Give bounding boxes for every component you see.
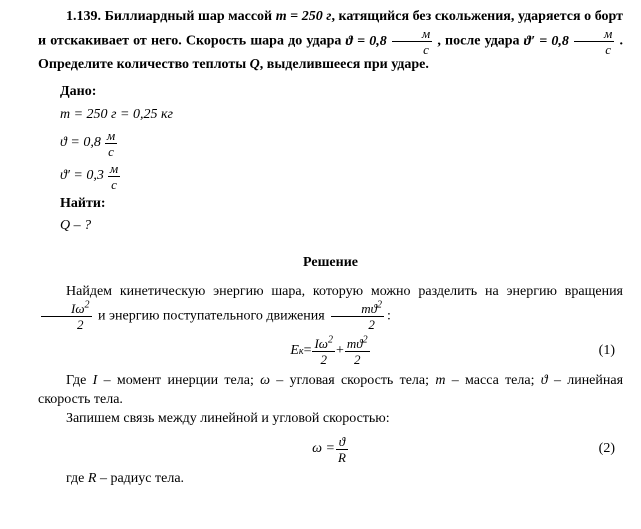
unit-s: с xyxy=(105,144,117,158)
p1-b: и энергию поступательного движения xyxy=(98,309,325,324)
find-heading: Найти: xyxy=(60,195,623,214)
eq1-number: (1) xyxy=(599,342,615,361)
v-after-val: ϑ′ = 0,8 xyxy=(524,34,569,49)
given-v-after: ϑ′ = 0,3 xyxy=(60,167,104,186)
theta-sym: ϑ xyxy=(541,373,548,388)
unit-m: м xyxy=(108,162,120,177)
eq1-term2: mϑ2 2 xyxy=(345,337,370,366)
eq2-num: ϑ xyxy=(336,435,348,450)
given-block: Дано: m = 250 г = 0,25 кг ϑ = 0,8 м с ϑ′… xyxy=(60,83,623,237)
eq1-eq: = xyxy=(304,342,312,361)
given-heading: Дано: xyxy=(60,83,623,102)
eq2-frac: ϑ R xyxy=(336,435,348,464)
equation-2: ω = ϑ R (2) xyxy=(38,435,623,464)
unit-s: с xyxy=(574,42,614,56)
frac-lin-den: 2 xyxy=(331,317,384,331)
find-line: Q – ? xyxy=(60,217,91,236)
eq2-number: (2) xyxy=(599,440,615,459)
p2-b: – момент инерции тела; xyxy=(104,373,254,388)
eq1-t1-den: 2 xyxy=(312,352,335,366)
unit-s: с xyxy=(108,177,120,191)
problem-text-5: , выделившееся при ударе. xyxy=(260,57,429,72)
eq2-den: R xyxy=(336,450,348,464)
unit-frac-4: м с xyxy=(108,162,120,191)
p2-a: Где xyxy=(66,373,86,388)
frac-rot: Iω2 2 xyxy=(41,302,92,331)
eq1-term1: Iω2 2 xyxy=(312,337,335,366)
problem-text-1: Биллиардный шар массой xyxy=(105,9,273,24)
unit-frac-3: м с xyxy=(105,129,117,158)
q-symbol: Q xyxy=(250,57,260,72)
problem-statement: 1.139. Биллиардный шар массой m = 250 г,… xyxy=(38,8,623,75)
omega-sym: ω xyxy=(260,373,270,388)
R-sym: R xyxy=(88,471,97,486)
p2-c: – угловая скорость тела; xyxy=(276,373,429,388)
solution-p3: Запишем связь между линейной и угловой с… xyxy=(38,410,623,429)
frac-rot-den: 2 xyxy=(41,317,92,331)
solution-p4: где R – радиус тела. xyxy=(38,470,623,489)
unit-s: с xyxy=(392,42,432,56)
frac-lin: mϑ2 2 xyxy=(331,302,384,331)
unit-frac-2: м с xyxy=(574,27,614,56)
problem-text-3: , после удара xyxy=(437,34,519,49)
given-mass: m = 250 г = 0,25 кг xyxy=(60,106,173,125)
I-sym: I xyxy=(93,373,98,388)
unit-frac-1: м с xyxy=(392,27,432,56)
eq1-t2-num: mϑ xyxy=(347,336,363,351)
p1-c: : xyxy=(387,309,391,324)
solution-p2: Где I – момент инерции тела; ω – угловая… xyxy=(38,372,623,410)
frac-rot-num: Iω xyxy=(71,301,85,316)
eq1-t2-den: 2 xyxy=(345,352,370,366)
p1-a: Найдем кинетическую энергию шара, котору… xyxy=(66,284,623,299)
given-v-before: ϑ = 0,8 xyxy=(60,134,101,153)
p4-a: где xyxy=(66,471,84,486)
eq1-plus: + xyxy=(336,342,344,361)
mass-expr: m = 250 г xyxy=(276,9,332,24)
p2-d: – масса тела; xyxy=(452,373,535,388)
eq1-t1-num: Iω xyxy=(314,336,328,351)
problem-number: 1.139. xyxy=(66,9,101,24)
v-before-val: ϑ = 0,8 xyxy=(346,34,387,49)
m-sym: m xyxy=(435,373,445,388)
eq2-lhs: ω = xyxy=(312,440,335,459)
frac-lin-num: mϑ xyxy=(361,301,377,316)
p4-b: – радиус тела. xyxy=(100,471,184,486)
equation-1: Eк = Iω2 2 + mϑ2 2 (1) xyxy=(38,337,623,366)
unit-m: м xyxy=(105,129,117,144)
eq1-lhs: E xyxy=(290,342,299,361)
solution-p1: Найдем кинетическую энергию шара, котору… xyxy=(38,283,623,331)
solution-heading: Решение xyxy=(38,254,623,273)
unit-m: м xyxy=(392,27,432,42)
unit-m: м xyxy=(574,27,614,42)
